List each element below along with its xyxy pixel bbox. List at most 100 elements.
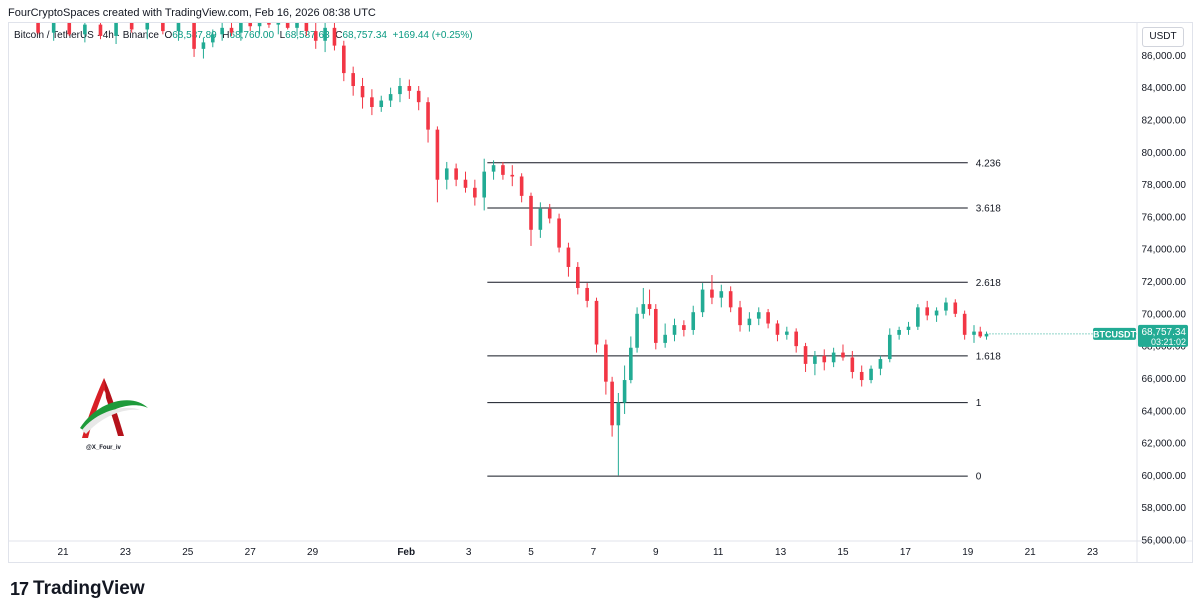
y-tick-label: 86,000.00	[1142, 51, 1187, 62]
high-value: 68,760.00	[229, 30, 275, 41]
candle-body	[285, 23, 290, 28]
x-tick-label: 17	[900, 547, 912, 558]
x-tick-label: 25	[182, 547, 194, 558]
x-tick-label: 23	[1087, 547, 1099, 558]
candle-body	[519, 176, 524, 196]
x-tick-label: 19	[962, 547, 974, 558]
y-tick-label: 60,000.00	[1142, 471, 1187, 482]
price-tag-bg	[1138, 324, 1188, 347]
candle-body	[129, 23, 134, 30]
fib-level-label: 0	[976, 472, 982, 483]
candle-body	[738, 307, 742, 326]
candle-body	[83, 24, 87, 35]
candle-body	[594, 300, 599, 345]
tradingview-mark-icon: 17	[10, 578, 29, 599]
candle-body	[407, 86, 412, 91]
y-tick-label: 80,000.00	[1142, 148, 1187, 159]
candle-body	[653, 308, 658, 343]
candle-body	[978, 331, 983, 337]
candle-body	[756, 312, 761, 319]
candle-body	[304, 23, 309, 32]
candle-body	[663, 334, 667, 343]
candle-body	[710, 289, 714, 298]
price-tag-value: 68,757.34	[1142, 327, 1187, 338]
candle-body	[813, 355, 817, 364]
candle-body	[239, 23, 243, 33]
y-tick-label: 72,000.00	[1142, 277, 1187, 288]
x-tick-label: 11	[713, 547, 724, 558]
change-value: +169.44 (+0.25%)	[392, 30, 473, 41]
candle-body	[647, 304, 652, 309]
candle-body	[775, 323, 780, 335]
watermark-handle: @X_Four_iv	[86, 445, 122, 451]
candle-body	[916, 307, 920, 327]
candle-body	[176, 23, 181, 32]
candle-body	[491, 165, 496, 172]
candle-body	[473, 187, 477, 198]
candle-body	[766, 312, 770, 324]
candle-body	[379, 100, 384, 108]
candle-body	[622, 380, 627, 403]
candle-body	[691, 312, 696, 330]
y-tick-label: 56,000.00	[1142, 536, 1187, 547]
y-tick-label: 64,000.00	[1142, 406, 1187, 417]
candle-body	[388, 94, 393, 101]
candle-body	[210, 34, 215, 43]
candle-body	[444, 168, 449, 180]
candle-body	[192, 23, 196, 49]
close-value: 68,757.34	[342, 30, 387, 41]
low-value: 68,587.63	[285, 30, 330, 41]
price-tag-countdown: 03:21:02	[1151, 337, 1186, 347]
candle-body	[906, 326, 911, 330]
candle-body	[51, 23, 56, 33]
candle-body	[887, 334, 892, 360]
y-tick-label: 70,000.00	[1142, 309, 1187, 320]
candle-body	[575, 266, 580, 288]
y-tick-label: 68,000.00	[1142, 342, 1187, 353]
x-tick-label: 23	[120, 547, 132, 558]
candles-group	[36, 23, 989, 476]
candle-body	[566, 247, 571, 267]
x-tick-label: 15	[837, 547, 849, 558]
candle-body	[794, 331, 798, 347]
candle-body	[728, 291, 733, 308]
candle-body	[585, 287, 589, 301]
candle-body	[220, 27, 224, 35]
candle-body	[510, 174, 515, 177]
symbol-tag-bg	[1093, 327, 1136, 340]
candle-body	[229, 27, 234, 33]
tradingview-brand: TradingView	[33, 578, 145, 599]
candle-body	[984, 333, 989, 337]
candle-body	[616, 402, 621, 426]
x-tick-label: 5	[528, 547, 534, 558]
candle-body	[944, 302, 948, 311]
currency-selector[interactable]: USDT	[1142, 27, 1184, 47]
candle-body	[822, 355, 827, 363]
x-tick-label: 21	[57, 547, 69, 558]
candle-body	[313, 31, 318, 41]
candle-body	[538, 208, 543, 230]
candle-body	[934, 310, 939, 316]
candle-body	[370, 97, 374, 108]
candle-body	[850, 357, 855, 372]
y-tick-label: 82,000.00	[1142, 115, 1187, 126]
candle-body	[426, 102, 430, 130]
fib-level-label: 4.236	[976, 158, 1001, 169]
y-tick-label: 58,000.00	[1142, 503, 1187, 514]
chart-frame	[8, 22, 1193, 563]
candle-body	[629, 347, 633, 381]
candle-body	[841, 352, 845, 358]
open-label: O	[164, 30, 173, 41]
x-tick-label: 21	[1025, 547, 1037, 558]
x-tick-label: Feb	[397, 547, 415, 558]
candle-body	[604, 344, 608, 382]
symbol-title: Bitcoin / TetherUS · 4h · Binance	[14, 30, 159, 41]
candle-body	[332, 27, 337, 46]
candle-body	[201, 42, 206, 49]
tradingview-logo: 17 TradingView	[10, 578, 145, 600]
fib-level-label: 1.618	[976, 351, 1001, 362]
candle-body	[785, 331, 789, 335]
candle-body	[398, 86, 402, 95]
x-tick-label: 27	[245, 547, 257, 558]
